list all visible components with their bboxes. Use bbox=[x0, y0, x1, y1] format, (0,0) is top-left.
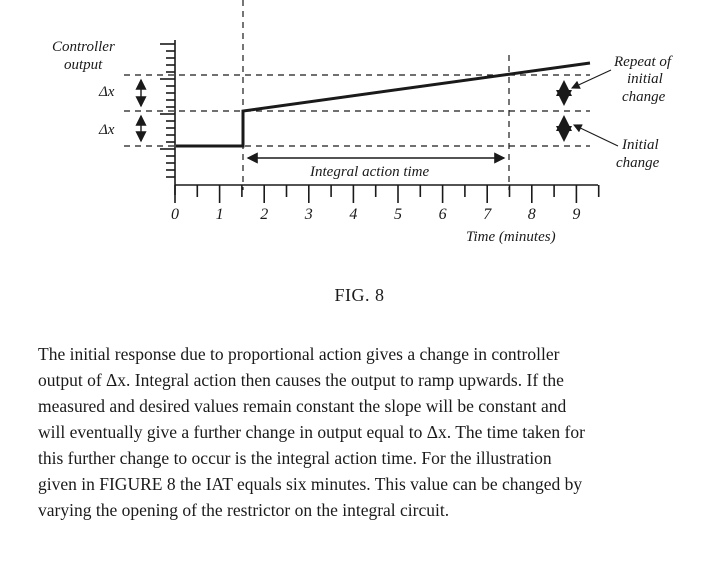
x-tick-label: 8 bbox=[528, 206, 536, 223]
x-tick-label: 3 bbox=[304, 206, 313, 223]
callout-leaders bbox=[571, 69, 619, 147]
x-tick-label: 5 bbox=[394, 206, 402, 223]
explanation-paragraph: The initial response due to proportional… bbox=[38, 341, 698, 523]
x-tick-label: 4 bbox=[349, 206, 357, 223]
repeat-label-3: change bbox=[622, 89, 666, 105]
paragraph-line: will eventually give a further change in… bbox=[38, 422, 585, 442]
x-tick-label: 2 bbox=[260, 206, 268, 223]
x-tick-labels: 0 1 2 3 4 5 6 7 8 9 bbox=[171, 206, 580, 223]
output-response-line bbox=[176, 61, 591, 148]
controller-output-label-2: output bbox=[64, 57, 103, 73]
y-axis bbox=[160, 40, 176, 195]
x-tick-label: 7 bbox=[483, 206, 492, 223]
paragraph-line: varying the opening of the restrictor on… bbox=[38, 500, 450, 520]
paragraph-line: output of Δx. Integral action then cause… bbox=[38, 370, 564, 390]
x-tick-label: 6 bbox=[439, 206, 447, 223]
x-tick-label: 9 bbox=[572, 206, 580, 223]
x-tick-label: 1 bbox=[216, 206, 224, 223]
initial-label-1: Initial bbox=[621, 137, 659, 153]
integral-action-time-label: Integral action time bbox=[309, 164, 429, 180]
repeat-label-2: initial bbox=[627, 71, 663, 87]
delta-x-lower-label: Δx bbox=[98, 122, 115, 138]
paragraph-line: given in FIGURE 8 the IAT equals six min… bbox=[38, 474, 583, 494]
figure-caption: FIG. 8 bbox=[334, 285, 385, 305]
time-axis-label: Time (minutes) bbox=[466, 229, 556, 245]
integral-action-figure: Controller output Δx Δx Integral action … bbox=[52, 0, 673, 245]
initial-label-2: change bbox=[616, 155, 660, 171]
delta-x-upper-label: Δx bbox=[98, 84, 115, 100]
paragraph-line: measured and desired values remain const… bbox=[38, 396, 567, 416]
controller-output-label-1: Controller bbox=[52, 39, 115, 55]
x-tick-label: 0 bbox=[171, 206, 179, 223]
paragraph-line: this further change to occur is the inte… bbox=[38, 448, 552, 468]
paragraph-line: The initial response due to proportional… bbox=[38, 344, 560, 364]
repeat-label-1: Repeat of bbox=[613, 54, 673, 70]
x-axis bbox=[174, 184, 600, 203]
